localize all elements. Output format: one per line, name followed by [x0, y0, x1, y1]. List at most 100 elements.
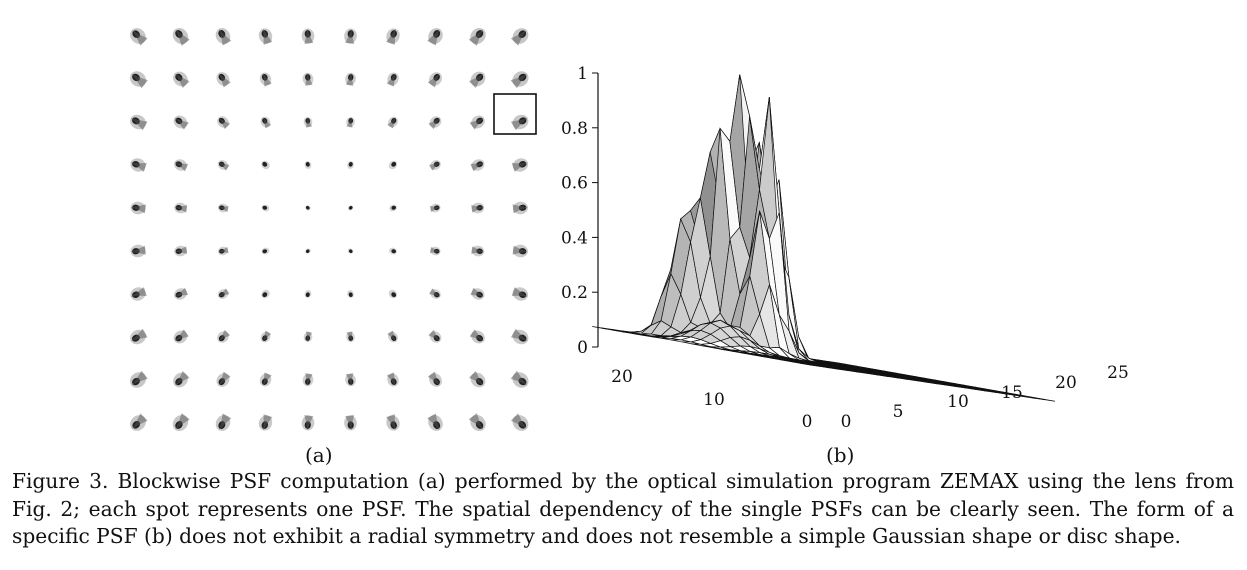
psf-spot — [427, 28, 443, 46]
psf-spot — [174, 202, 188, 214]
psf-spot — [469, 329, 485, 344]
psf-spot — [302, 72, 314, 86]
psf-spot — [386, 372, 399, 387]
psf-spot — [130, 287, 147, 301]
psf-spot — [130, 158, 147, 172]
psf-spot — [173, 71, 190, 89]
psf-spot-grid — [129, 27, 537, 432]
y-tick-label: 0 — [802, 412, 813, 432]
psf-spot — [217, 116, 231, 130]
psf-spot — [510, 114, 529, 131]
psf-spot — [130, 244, 146, 258]
psf-spot — [305, 248, 311, 254]
psf-spot — [468, 413, 486, 432]
psf-spot — [261, 247, 270, 255]
psf-spot — [345, 72, 356, 86]
subfigure-label-b: (b) — [826, 443, 855, 467]
surface-facet — [1035, 397, 1056, 402]
psf-spot — [130, 413, 148, 431]
psf-spot — [386, 28, 400, 45]
psf-spot — [345, 373, 356, 387]
psf-spot — [304, 161, 312, 169]
psf-spot — [429, 246, 441, 256]
psf-spot — [427, 413, 443, 431]
psf-spot — [429, 160, 441, 171]
z-tick-label: 0.4 — [561, 228, 588, 248]
psf-spot — [471, 245, 485, 257]
psf-spot — [305, 205, 311, 211]
psf-spot — [427, 371, 442, 387]
psf-spot — [347, 290, 354, 298]
psf-spot — [512, 244, 528, 258]
psf-spot — [427, 72, 442, 88]
z-tick-label: 0.6 — [561, 174, 588, 194]
psf-spot — [470, 287, 485, 300]
psf-spot — [344, 28, 357, 44]
psf-spot — [511, 158, 529, 172]
psf-spot — [347, 248, 354, 254]
psf-spot — [471, 202, 485, 214]
psf-spot — [173, 370, 190, 388]
psf-spot — [217, 203, 229, 213]
figure-caption: Figure 3. Blockwise PSF computation (a) … — [12, 468, 1234, 551]
y-tick-label: 20 — [611, 367, 633, 387]
psf-spot — [344, 415, 357, 431]
psf-spot — [346, 116, 355, 128]
psf-spot — [468, 27, 486, 46]
psf-spot — [130, 201, 146, 215]
psf-spot — [468, 370, 486, 388]
psf-spot — [173, 115, 189, 130]
psf-spot — [510, 370, 529, 388]
psf-spot — [470, 159, 485, 172]
psf-spot — [258, 414, 273, 431]
x-tick-label: 10 — [947, 392, 969, 412]
psf-spot — [386, 414, 400, 431]
psf-spot — [346, 331, 355, 343]
psf-spot — [469, 115, 485, 130]
psf-spot — [217, 288, 230, 299]
psf-spot — [389, 247, 397, 255]
psf-spot — [388, 160, 398, 170]
psf-spot — [388, 289, 398, 299]
psf-spot — [129, 370, 148, 388]
z-tick-label: 0.8 — [561, 119, 588, 139]
psf-spot — [303, 116, 313, 128]
psf-spot — [258, 28, 273, 45]
x-tick-label: 5 — [893, 402, 904, 422]
psf-spot — [217, 246, 229, 256]
psf-spot — [172, 27, 190, 46]
psf-spot — [172, 413, 190, 432]
psf-spot — [511, 287, 529, 301]
caption-text: Figure 3. Blockwise PSF computation (a) … — [12, 469, 1234, 548]
psf-spot — [261, 160, 270, 170]
psf-spot — [173, 329, 189, 344]
psf-spot — [387, 116, 398, 129]
x-tick-label: 15 — [1001, 383, 1023, 403]
psf-spot — [302, 373, 314, 387]
x-tick-label: 0 — [841, 412, 852, 432]
psf-spot — [510, 28, 529, 46]
psf-spot — [174, 159, 189, 172]
psf-spot — [261, 289, 270, 299]
psf-spot — [130, 328, 148, 345]
z-tick-label: 0.2 — [561, 283, 588, 303]
psf-spot — [174, 287, 189, 300]
psf-spot — [304, 290, 312, 298]
psf-spot — [512, 201, 528, 215]
z-tick-label: 1 — [577, 64, 588, 84]
psf-spot — [303, 331, 313, 343]
psf-spot — [429, 288, 441, 299]
psf-spot — [389, 204, 397, 212]
z-tick-label: 0 — [577, 338, 588, 358]
psf-spot — [174, 245, 188, 257]
psf-spot — [217, 329, 231, 343]
psf-spot — [129, 71, 148, 89]
x-tick-label: 20 — [1055, 373, 1077, 393]
psf-spot — [301, 28, 315, 44]
psf-spot — [347, 205, 354, 211]
psf-spot — [428, 329, 442, 343]
psf-spot — [347, 161, 354, 169]
psf-spot — [215, 413, 232, 431]
psf-spot — [386, 72, 399, 87]
highlighted-psf-box — [493, 93, 537, 135]
